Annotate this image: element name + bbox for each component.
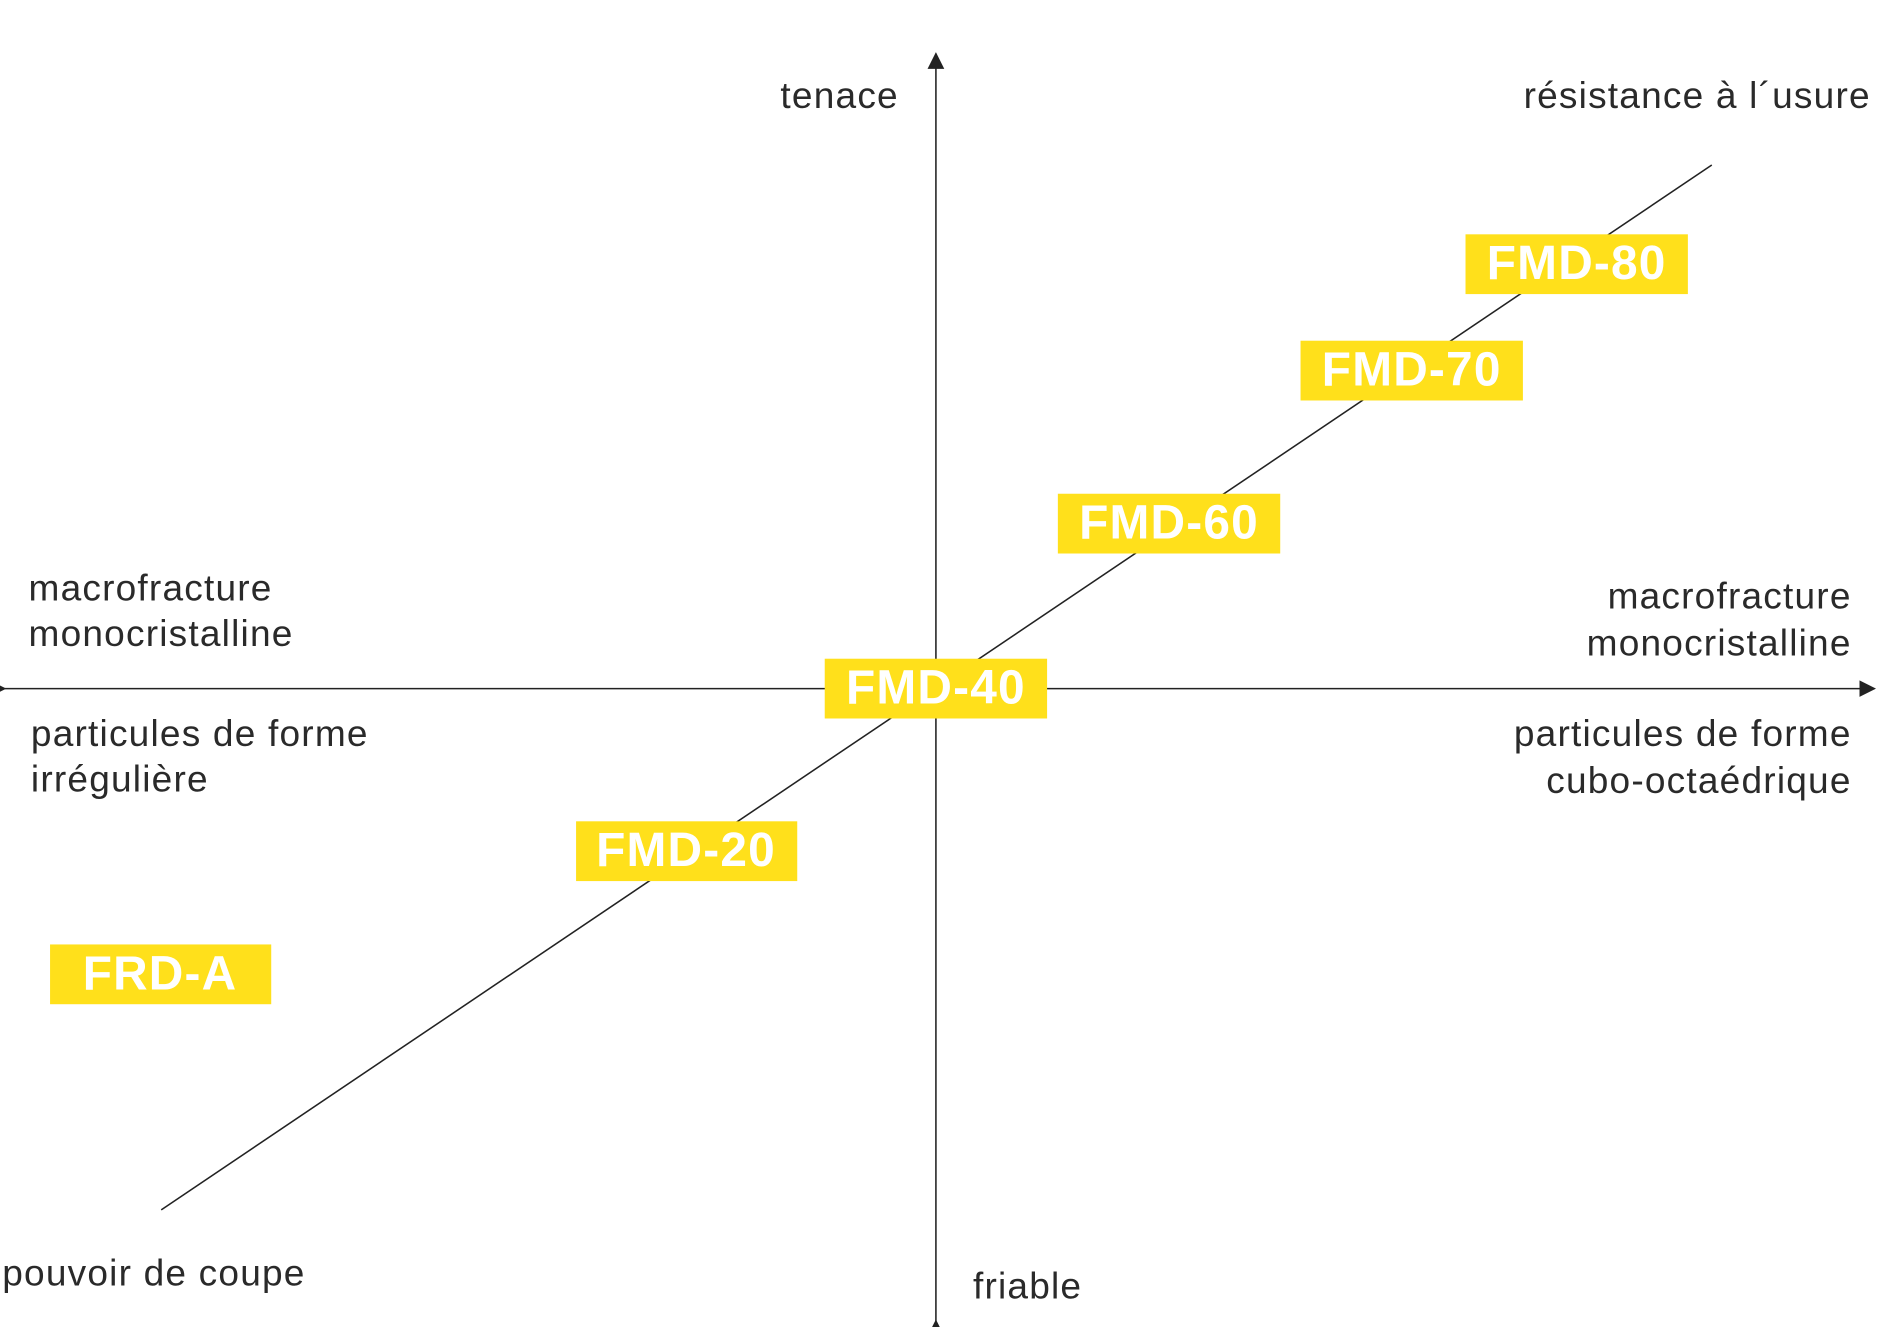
node: FMD-60: [1057, 493, 1281, 554]
node-box: [1465, 234, 1688, 295]
axis-label: monocristalline: [29, 612, 294, 654]
axis-label: monocristalline: [1587, 621, 1852, 663]
node: FRD-A: [50, 944, 272, 1005]
axis-label: résistance à l´usure: [1524, 74, 1871, 116]
node-label: FMD-70: [1322, 344, 1502, 397]
node-box: [1057, 493, 1281, 554]
node-label: FMD-20: [596, 824, 776, 877]
node-box: [50, 944, 272, 1005]
node-box: [1300, 340, 1523, 401]
node-label: FMD-40: [846, 662, 1026, 715]
axis-label: particules de forme: [1514, 712, 1852, 754]
node-box: [576, 821, 798, 882]
node-box: [824, 658, 1048, 719]
node: FMD-40: [824, 658, 1048, 719]
node-label: FMD-60: [1079, 497, 1259, 550]
node: FMD-20: [576, 821, 798, 882]
axis-label: friable: [973, 1265, 1082, 1307]
node-label: FMD-80: [1487, 237, 1667, 290]
axis-label: tenace: [780, 74, 898, 116]
node-label: FRD-A: [83, 947, 238, 1000]
axis-label: pouvoir de coupe: [2, 1251, 305, 1293]
node: FMD-70: [1300, 340, 1523, 401]
axis-label: irrégulière: [31, 758, 209, 800]
axis-label: cubo-octaédrique: [1546, 759, 1851, 801]
axis-label: macrofracture: [1608, 575, 1852, 617]
axis-label: particules de forme: [31, 712, 369, 754]
node: FMD-80: [1465, 234, 1688, 295]
axis-label: macrofracture: [29, 566, 273, 608]
